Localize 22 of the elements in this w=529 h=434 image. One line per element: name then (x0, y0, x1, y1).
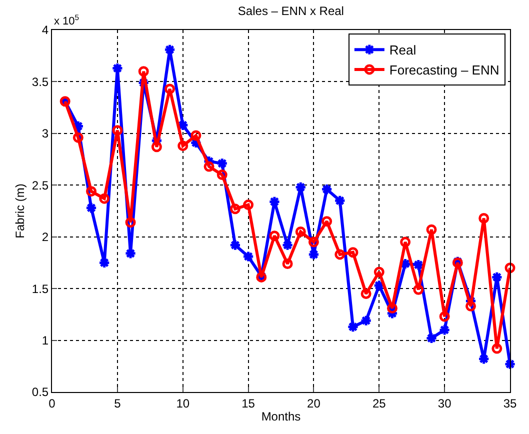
x-tick-label: 30 (438, 396, 452, 410)
x-tick-label: 25 (372, 396, 386, 410)
y-tick-label: 3.5 (32, 74, 49, 89)
text: x 10$^{5}$ (54, 13, 80, 28)
x-tick-label: 10 (176, 396, 190, 410)
x-tick-label: 35 (503, 396, 517, 410)
x-axis-title: Months (261, 409, 301, 424)
x-tick-label: 0 (48, 396, 56, 410)
legend-label: Real (389, 42, 416, 58)
y-tick-label: 1.5 (32, 282, 49, 296)
legend-label: Forecasting – ENN (389, 62, 500, 78)
y-axis-title: Fabric (m) (13, 184, 28, 238)
y-tick-label: 2.5 (32, 178, 49, 192)
y-tick-label: 1 (42, 333, 49, 348)
chart-title: Sales – ENN x Real (238, 4, 344, 18)
y-tick-label: 2 (42, 230, 49, 244)
x-tick-label: 20 (307, 396, 321, 410)
y-tick-label: 0.5 (32, 385, 49, 400)
y-tick-label: 4 (42, 23, 49, 38)
y-tick-label: 3 (42, 126, 49, 141)
x-tick-label: 5 (114, 396, 122, 410)
x-tick-label: 15 (242, 396, 256, 410)
